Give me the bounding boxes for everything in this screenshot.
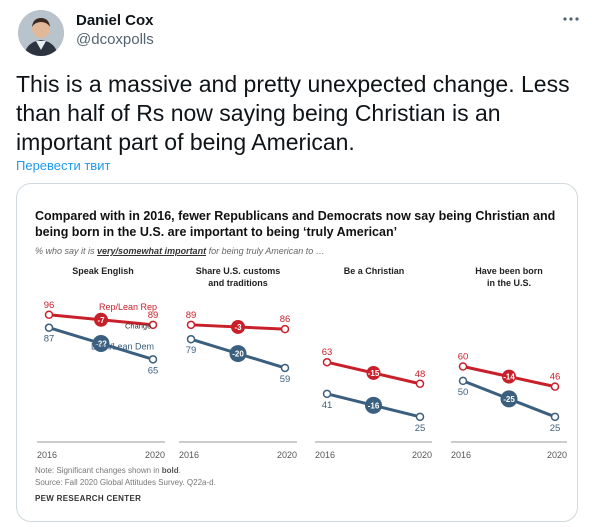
data-label: 41 (322, 400, 333, 411)
panel-title: Speak English (72, 266, 134, 276)
tweet-media-card[interactable]: Compared with in 2016, fewer Republicans… (16, 183, 578, 522)
change-label: -15 (368, 369, 380, 378)
data-point (148, 320, 158, 330)
data-point (186, 334, 196, 344)
change-marker (500, 390, 518, 408)
author-handle[interactable]: @dcoxpolls (76, 31, 154, 48)
x-tick-label: 2016 (37, 450, 57, 460)
data-point (322, 389, 332, 399)
x-tick-label: 2020 (145, 450, 165, 460)
data-point (44, 310, 54, 319)
data-point (148, 355, 158, 364)
data-label: 50 (458, 387, 469, 398)
data-point (458, 362, 468, 371)
author-name[interactable]: Daniel Cox (76, 12, 154, 29)
panel-title: Share U.S. customs (196, 266, 281, 276)
data-label: 87 (44, 334, 55, 345)
data-label: 96 (44, 300, 55, 311)
data-point (280, 324, 290, 334)
change-label: -14 (503, 373, 515, 382)
legend-rep: Rep/Lean Rep (99, 302, 157, 312)
figure-note-post: . (178, 466, 181, 475)
x-tick-label: 2016 (315, 450, 335, 460)
data-point (186, 320, 196, 330)
x-tick-label: 2020 (412, 450, 432, 460)
change-label: -22 (95, 340, 107, 349)
data-point (322, 357, 332, 367)
panel-title: in the U.S. (487, 278, 531, 288)
change-label: -7 (97, 316, 105, 325)
change-label: -20 (232, 350, 244, 359)
data-label: 25 (550, 423, 561, 434)
data-label: 89 (148, 310, 159, 321)
legend-dem: Dem/Lean Dem (91, 341, 154, 351)
figure-note: Note: Significant changes shown in bold. (35, 466, 181, 475)
x-tick-label: 2020 (277, 450, 297, 460)
data-label: 79 (186, 345, 197, 356)
data-point (550, 382, 560, 391)
change-marker (92, 335, 110, 352)
panel-title: and traditions (208, 278, 268, 288)
change-label: -3 (234, 323, 242, 332)
figure-subtitle-post: for being truly American to … (206, 246, 325, 256)
data-point (415, 379, 425, 388)
tweet-text: This is a massive and pretty unexpected … (16, 71, 570, 155)
data-label: 59 (280, 374, 291, 385)
x-tick-label: 2016 (179, 450, 199, 460)
data-label: 89 (186, 310, 197, 321)
figure-source: Source: Fall 2020 Global Attitudes Surve… (35, 478, 216, 487)
figure-title: Compared with in 2016, fewer Republicans… (35, 209, 556, 239)
data-point (280, 363, 290, 373)
data-label: 25 (415, 423, 426, 434)
x-tick-label: 2016 (451, 450, 471, 460)
panel-title: Have been born (475, 266, 543, 276)
panel-title: Be a Christian (344, 266, 405, 276)
change-marker (502, 369, 516, 384)
figure-note-pre: Note: Significant changes shown in (35, 466, 162, 475)
x-tick-label: 2020 (547, 450, 567, 460)
more-options-icon[interactable] (560, 12, 582, 26)
avatar-photo (18, 10, 64, 56)
author-avatar[interactable] (18, 10, 64, 56)
change-marker (365, 396, 382, 414)
data-label: 63 (322, 347, 333, 358)
figure-subtitle: % who say it is very/somewhat important … (35, 246, 325, 256)
change-marker (366, 365, 381, 380)
figure-subtitle-pre: % who say it is (35, 246, 98, 256)
line-chart: Speak English 2016 2020 96 89 -7 87 65 -22 Rep/Le… (37, 266, 567, 460)
data-point (458, 376, 468, 386)
data-label: 65 (148, 365, 159, 376)
change-caption: Change (125, 322, 151, 331)
change-label: -16 (368, 401, 380, 410)
change-marker (231, 319, 245, 334)
figure-org: PEW RESEARCH CENTER (35, 494, 142, 503)
change-marker (94, 312, 108, 327)
translate-tweet-link[interactable]: Перевести твит (16, 158, 111, 173)
data-point (44, 323, 54, 332)
figure-subtitle-emphasis: very/somewhat important (97, 246, 207, 256)
data-label: 46 (550, 372, 561, 383)
data-point (550, 412, 560, 422)
change-marker (229, 345, 247, 363)
figure-note-bold: bold (161, 466, 179, 475)
data-label: 60 (458, 352, 469, 363)
data-label: 86 (280, 314, 291, 325)
data-label: 48 (415, 369, 426, 380)
data-point (415, 412, 425, 422)
change-label: -25 (503, 395, 515, 404)
